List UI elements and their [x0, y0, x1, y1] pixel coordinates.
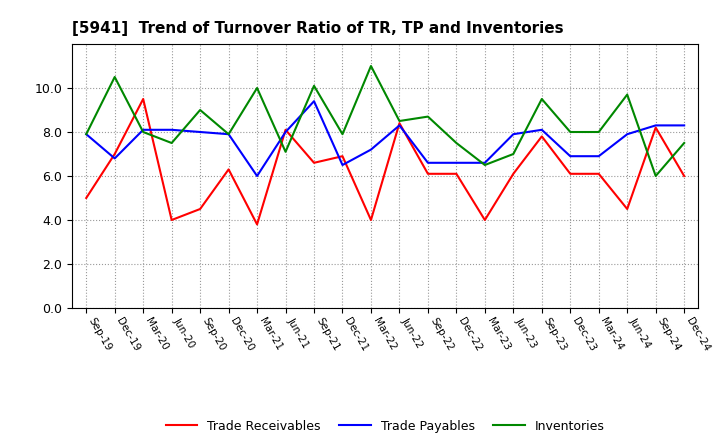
Trade Receivables [595, 171, 603, 176]
Trade Receivables [82, 195, 91, 201]
Inventories [680, 140, 688, 146]
Line: Inventories: Inventories [86, 66, 684, 176]
Inventories [652, 173, 660, 179]
Trade Receivables [366, 217, 375, 223]
Trade Payables [253, 173, 261, 179]
Trade Payables [595, 154, 603, 159]
Trade Payables [366, 147, 375, 152]
Trade Receivables [139, 96, 148, 102]
Trade Payables [196, 129, 204, 135]
Trade Receivables [452, 171, 461, 176]
Trade Payables [338, 162, 347, 168]
Trade Receivables [423, 171, 432, 176]
Trade Payables [623, 132, 631, 137]
Legend: Trade Receivables, Trade Payables, Inventories: Trade Receivables, Trade Payables, Inven… [161, 414, 610, 437]
Trade Payables [423, 160, 432, 165]
Inventories [595, 129, 603, 135]
Line: Trade Payables: Trade Payables [86, 101, 684, 176]
Inventories [253, 85, 261, 91]
Trade Payables [509, 132, 518, 137]
Inventories [110, 74, 119, 80]
Trade Payables [566, 154, 575, 159]
Trade Receivables [395, 121, 404, 126]
Inventories [423, 114, 432, 119]
Line: Trade Receivables: Trade Receivables [86, 99, 684, 224]
Trade Payables [110, 156, 119, 161]
Trade Payables [310, 99, 318, 104]
Trade Receivables [566, 171, 575, 176]
Trade Receivables [480, 217, 489, 223]
Trade Payables [680, 123, 688, 128]
Trade Receivables [652, 125, 660, 130]
Trade Payables [82, 132, 91, 137]
Trade Receivables [680, 173, 688, 179]
Trade Receivables [282, 127, 290, 132]
Trade Payables [225, 132, 233, 137]
Inventories [282, 149, 290, 154]
Inventories [139, 129, 148, 135]
Inventories [623, 92, 631, 97]
Trade Payables [139, 127, 148, 132]
Trade Receivables [253, 222, 261, 227]
Trade Payables [537, 127, 546, 132]
Inventories [395, 118, 404, 124]
Trade Payables [282, 129, 290, 135]
Inventories [509, 151, 518, 157]
Inventories [366, 63, 375, 69]
Inventories [338, 132, 347, 137]
Trade Payables [395, 123, 404, 128]
Trade Receivables [509, 171, 518, 176]
Inventories [452, 140, 461, 146]
Trade Receivables [196, 206, 204, 212]
Trade Payables [167, 127, 176, 132]
Inventories [82, 132, 91, 137]
Trade Receivables [338, 154, 347, 159]
Trade Receivables [225, 167, 233, 172]
Trade Payables [652, 123, 660, 128]
Trade Receivables [310, 160, 318, 165]
Inventories [566, 129, 575, 135]
Trade Receivables [167, 217, 176, 223]
Inventories [537, 96, 546, 102]
Inventories [310, 83, 318, 88]
Trade Payables [452, 160, 461, 165]
Trade Receivables [110, 151, 119, 157]
Inventories [167, 140, 176, 146]
Inventories [480, 162, 489, 168]
Inventories [196, 107, 204, 113]
Text: [5941]  Trend of Turnover Ratio of TR, TP and Inventories: [5941] Trend of Turnover Ratio of TR, TP… [72, 21, 564, 36]
Trade Receivables [537, 134, 546, 139]
Trade Payables [480, 160, 489, 165]
Inventories [225, 132, 233, 137]
Trade Receivables [623, 206, 631, 212]
